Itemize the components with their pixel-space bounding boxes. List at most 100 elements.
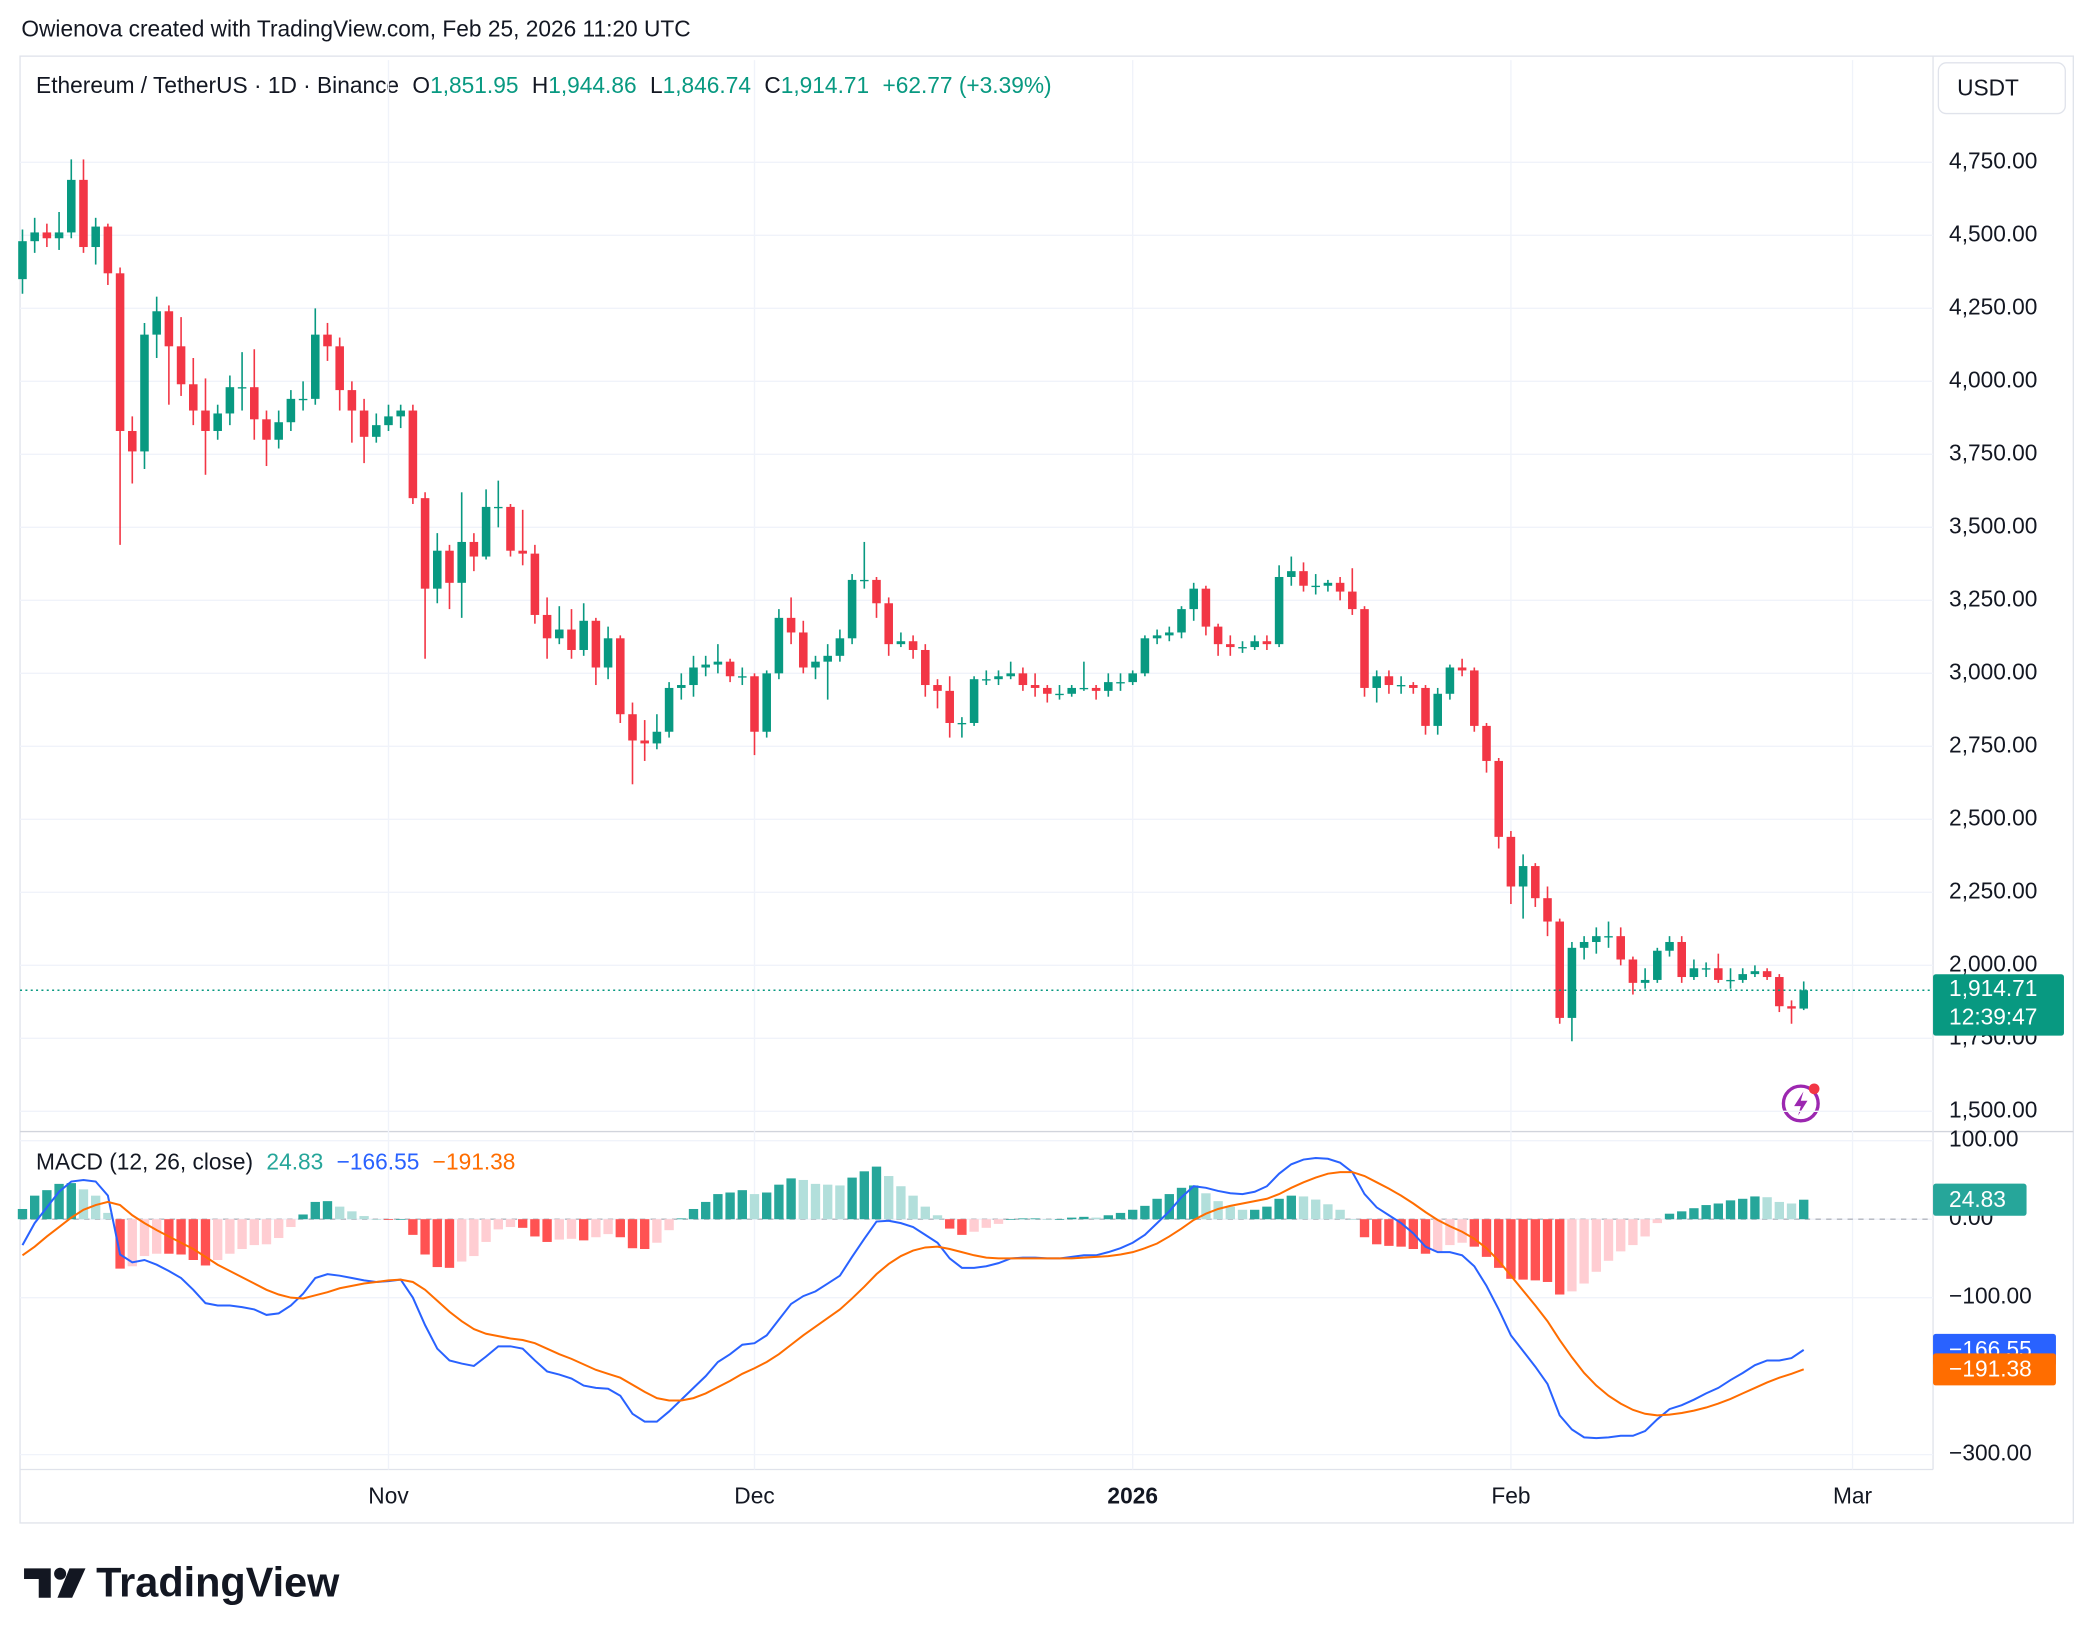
candle-body (701, 664, 710, 668)
y-tick-label: 1,500.00 (1949, 1096, 2037, 1122)
candle-body (1372, 676, 1381, 688)
candle-body (1335, 582, 1345, 592)
candle-body (872, 579, 881, 604)
candle-body (1311, 585, 1320, 588)
currency-box[interactable] (1937, 62, 2066, 115)
histogram-bar (30, 1195, 40, 1220)
histogram-bar (1347, 1219, 1357, 1220)
histogram-bar (1176, 1187, 1187, 1220)
histogram-bar (1006, 1219, 1016, 1220)
y-tick-label: 3,750.00 (1949, 439, 2037, 465)
alert-icon[interactable] (1781, 1083, 1820, 1123)
histogram-bar (176, 1219, 186, 1255)
histogram-bar (713, 1194, 723, 1220)
histogram-bar (139, 1219, 150, 1257)
histogram-bar (457, 1219, 467, 1262)
histogram-bar (396, 1219, 406, 1220)
histogram-bar (1762, 1197, 1772, 1220)
candle-body (1274, 576, 1284, 645)
histogram-bar (42, 1190, 52, 1220)
histogram-bar (469, 1219, 479, 1257)
histogram-bar (1725, 1200, 1736, 1220)
candle-body (1518, 866, 1528, 887)
histogram-bar (1603, 1219, 1614, 1261)
candle-body (1079, 687, 1089, 690)
ohlc-label: O (412, 72, 430, 98)
candle-body (786, 617, 796, 633)
histogram-bar (1164, 1194, 1174, 1220)
candle-body (1457, 667, 1467, 671)
candle-body (30, 232, 39, 242)
histogram-bar (969, 1219, 979, 1232)
y-tick-label: −300.00 (1949, 1440, 2032, 1466)
histogram-bar (249, 1219, 259, 1246)
histogram-bar (1640, 1219, 1650, 1237)
candle-body (1579, 941, 1589, 948)
candle-body (591, 620, 601, 668)
histogram-bar (640, 1219, 650, 1250)
candle-body (1787, 1006, 1796, 1009)
candle-body (286, 398, 296, 423)
candle-body (542, 614, 552, 639)
histogram-bar (1738, 1198, 1748, 1220)
legend-value: 24.83 (266, 1149, 323, 1175)
histogram-bar (1213, 1201, 1223, 1220)
histogram-bar (664, 1219, 674, 1231)
histogram-bar (17, 1208, 28, 1220)
candle-body (1482, 725, 1491, 761)
y-tick-label: 100.00 (1949, 1126, 2018, 1152)
candle-body (384, 416, 393, 426)
histogram-bar (786, 1178, 796, 1220)
candle-body (811, 661, 820, 668)
histogram-bar (91, 1195, 101, 1220)
histogram-bar (1786, 1203, 1797, 1220)
histogram-bar (103, 1212, 113, 1220)
histogram-bar (542, 1219, 552, 1242)
y-tick-label: 2,750.00 (1949, 731, 2037, 757)
histogram-bar (566, 1219, 577, 1239)
histogram-bar (66, 1183, 76, 1220)
candle-body (823, 655, 832, 662)
histogram-bar (1530, 1219, 1540, 1281)
y-tick-label: −100.00 (1949, 1283, 2032, 1309)
candle-body (1445, 667, 1455, 694)
histogram-bar (530, 1219, 540, 1237)
candle-body (1262, 641, 1272, 645)
currency[interactable]: USDT (1957, 75, 2019, 101)
candle-body (860, 579, 869, 582)
candle-body (189, 384, 198, 411)
y-tick-label: 2,250.00 (1949, 877, 2037, 903)
histogram-bar (1518, 1219, 1528, 1280)
candle-body (262, 419, 271, 440)
candle-body (1628, 959, 1638, 983)
candle-body (713, 661, 723, 665)
histogram-bar (798, 1179, 808, 1220)
histogram-bar (481, 1219, 491, 1242)
histogram-bar (1067, 1217, 1077, 1220)
candle-body (1689, 968, 1699, 978)
x-tick-label: Dec (734, 1483, 774, 1509)
candle-body (323, 334, 332, 347)
logo-dot (54, 1567, 67, 1580)
candle-body (1775, 977, 1784, 1007)
histogram-bar (591, 1219, 601, 1238)
ohlc-label: H (532, 72, 548, 98)
candle-body (469, 541, 479, 557)
candle-body (1714, 968, 1723, 980)
candle-body (311, 334, 320, 399)
histogram-bar (1103, 1215, 1113, 1220)
candle-body (567, 629, 576, 650)
histogram-bar (54, 1183, 64, 1220)
histogram-bar (1433, 1219, 1443, 1252)
histogram-bar (774, 1184, 784, 1220)
histogram-bar (579, 1219, 589, 1241)
candle-body (1238, 647, 1247, 649)
candle-body (347, 390, 357, 411)
candle-body (982, 679, 991, 681)
histogram-bar (408, 1219, 418, 1235)
candle-body (359, 410, 369, 437)
candle-body (1738, 974, 1747, 980)
macd-pane (17, 1140, 1934, 1456)
candle-body (1506, 836, 1516, 887)
candle-body (152, 311, 161, 335)
